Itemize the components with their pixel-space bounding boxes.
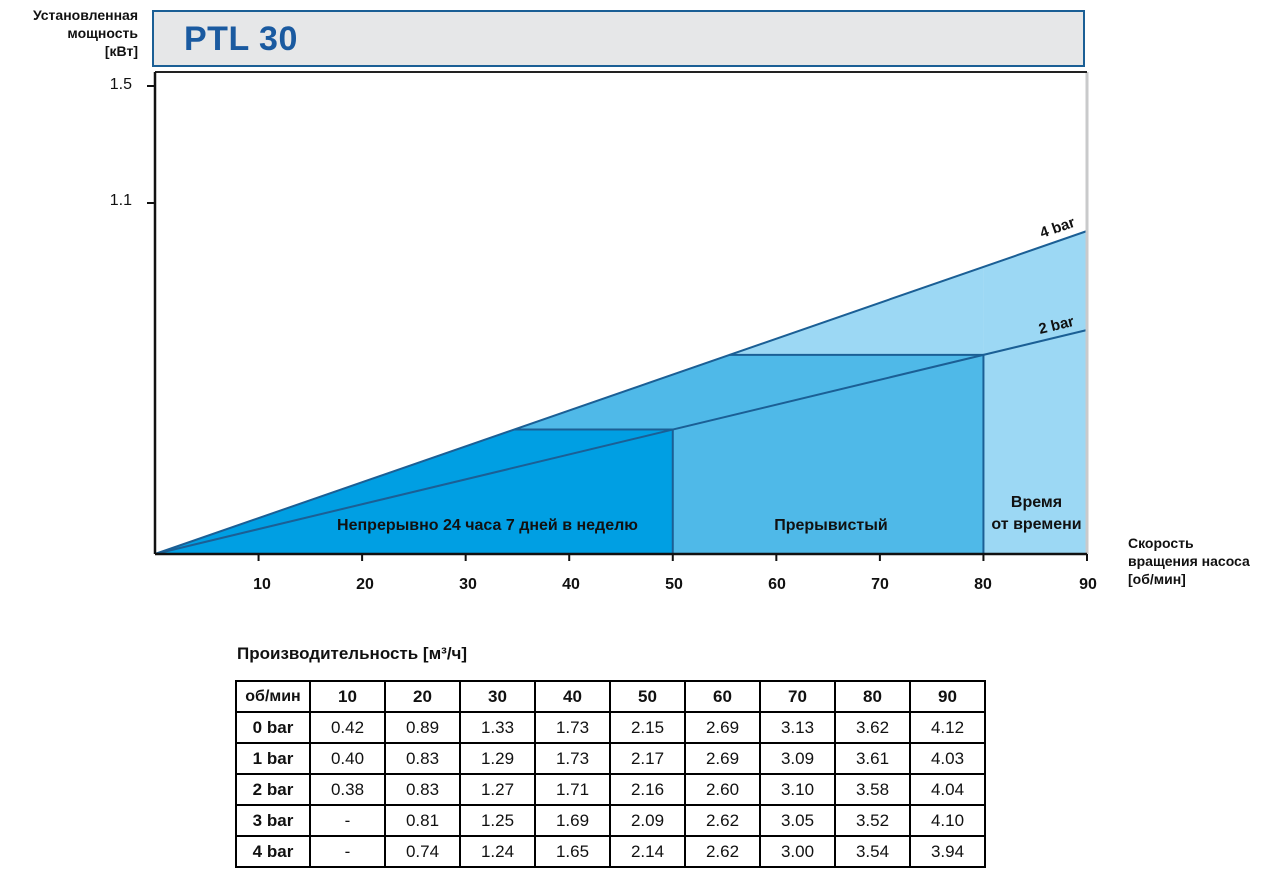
- table-cell: 4.12: [909, 711, 986, 744]
- y-tick-label: 1.1: [109, 192, 132, 209]
- x-tick-label: 60: [768, 576, 786, 593]
- table-cell: 2.14: [609, 835, 686, 868]
- series-line-2bar: [154, 329, 1088, 555]
- table-cell: -: [309, 804, 386, 837]
- table-cell: 0.83: [384, 742, 461, 775]
- table-cell: 2.62: [684, 835, 761, 868]
- table-cell: 2.16: [609, 773, 686, 806]
- table-cell: 3.00: [759, 835, 836, 868]
- table-cell: 2.62: [684, 804, 761, 837]
- table-corner-header: об/мин: [235, 680, 311, 713]
- table-row: 1 bar 0.40 0.83 1.29 1.73 2.17 2.69 3.09…: [235, 742, 986, 775]
- table-title: Производительность [м³/ч]: [237, 644, 468, 663]
- chart-title-box: PTL 30: [152, 10, 1085, 67]
- table-row-label: 3 bar: [235, 804, 311, 837]
- table-cell: 3.10: [759, 773, 836, 806]
- table-row: 3 bar - 0.81 1.25 1.69 2.09 2.62 3.05 3.…: [235, 804, 986, 837]
- y-axis-label-line-1: Установленная: [32, 7, 138, 23]
- table-row-label: 2 bar: [235, 773, 311, 806]
- x-tick-label: 30: [459, 576, 477, 593]
- chart-title: PTL 30: [184, 20, 298, 58]
- table-row: 2 bar 0.38 0.83 1.27 1.71 2.16 2.60 3.10…: [235, 773, 986, 806]
- table-cell: 1.27: [459, 773, 536, 806]
- table-cell: 1.71: [534, 773, 611, 806]
- table-column-header: 80: [834, 680, 911, 713]
- table-column-header: 30: [459, 680, 536, 713]
- table-cell: 3.58: [834, 773, 911, 806]
- table-cell: 1.65: [534, 835, 611, 868]
- x-tick-label: 50: [665, 576, 683, 593]
- table-cell: 3.52: [834, 804, 911, 837]
- table-column-header: 70: [759, 680, 836, 713]
- table-row: 0 bar 0.42 0.89 1.33 1.73 2.15 2.69 3.13…: [235, 711, 986, 744]
- table-cell: 2.17: [609, 742, 686, 775]
- x-tick-label: 90: [1079, 576, 1097, 593]
- zone-area-intermittent: [514, 354, 984, 554]
- table-cell: 1.73: [534, 742, 611, 775]
- table-cell: 3.61: [834, 742, 911, 775]
- table-cell: 1.33: [459, 711, 536, 744]
- x-axis-label-line-3: [об/мин]: [1128, 571, 1186, 587]
- table-cell: 1.25: [459, 804, 536, 837]
- table-cell: 4.04: [909, 773, 986, 806]
- x-tick-label: 40: [562, 576, 580, 593]
- table-cell: 0.38: [309, 773, 386, 806]
- table-cell: 2.69: [684, 742, 761, 775]
- table-cell: 4.10: [909, 804, 986, 837]
- zone-label-occasional: Время от времени: [986, 492, 1087, 536]
- table-cell: -: [309, 835, 386, 868]
- table-cell: 1.24: [459, 835, 536, 868]
- performance-table: об/мин 10 20 30 40 50 60 70 80 90 0 bar …: [235, 680, 986, 868]
- zone-area-occasional: [983, 231, 1087, 554]
- series-line-4bar: [154, 230, 1088, 555]
- table-column-header: 60: [684, 680, 761, 713]
- table-row-label: 1 bar: [235, 742, 311, 775]
- table-header-row: об/мин 10 20 30 40 50 60 70 80 90: [235, 680, 986, 713]
- table-cell: 3.05: [759, 804, 836, 837]
- table-cell: 3.13: [759, 711, 836, 744]
- x-tick-label: 20: [356, 576, 374, 593]
- x-tick-label: 70: [871, 576, 889, 593]
- table-column-header: 90: [909, 680, 986, 713]
- table-row-label: 0 bar: [235, 711, 311, 744]
- x-tick-label: 10: [253, 576, 271, 593]
- table-column-header: 40: [534, 680, 611, 713]
- table-cell: 3.62: [834, 711, 911, 744]
- x-axis-label-line-2: вращения насоса: [1128, 553, 1250, 569]
- table-column-header: 20: [384, 680, 461, 713]
- table-cell: 4.03: [909, 742, 986, 775]
- x-tick-label: 80: [974, 576, 992, 593]
- table-cell: 2.60: [684, 773, 761, 806]
- table-cell: 0.74: [384, 835, 461, 868]
- table-cell: 0.42: [309, 711, 386, 744]
- table-column-header: 50: [609, 680, 686, 713]
- table-cell: 1.29: [459, 742, 536, 775]
- table-cell: 3.54: [834, 835, 911, 868]
- table-cell: 1.69: [534, 804, 611, 837]
- table-cell: 3.09: [759, 742, 836, 775]
- table-cell: 0.40: [309, 742, 386, 775]
- y-tick-label: 1.5: [109, 76, 132, 93]
- table-cell: 3.94: [909, 835, 986, 868]
- table-cell: 0.81: [384, 804, 461, 837]
- table-cell: 1.73: [534, 711, 611, 744]
- y-axis-label: Установленная мощность [кВт]: [4, 6, 138, 60]
- table-cell: 2.09: [609, 804, 686, 837]
- table-column-header: 10: [309, 680, 386, 713]
- zone-label-intermittent: Прерывистый: [774, 517, 888, 534]
- zone-label-continuous: Непрерывно 24 часа 7 дней в неделю: [337, 517, 638, 534]
- zone-label-occasional-line-2: от времени: [991, 516, 1082, 533]
- table-row: 4 bar - 0.74 1.24 1.65 2.14 2.62 3.00 3.…: [235, 835, 986, 868]
- table-cell: 2.69: [684, 711, 761, 744]
- table-cell: 2.15: [609, 711, 686, 744]
- table-cell: 0.89: [384, 711, 461, 744]
- x-axis-label: Скорость вращения насоса [об/мин]: [1128, 534, 1286, 588]
- y-axis-label-line-2: мощность: [67, 25, 138, 41]
- x-axis-label-line-1: Скорость: [1128, 535, 1194, 551]
- table-row-label: 4 bar: [235, 835, 311, 868]
- zone-label-occasional-line-1: Время: [1010, 494, 1063, 511]
- table-cell: 0.83: [384, 773, 461, 806]
- y-axis-label-line-3: [кВт]: [104, 43, 138, 59]
